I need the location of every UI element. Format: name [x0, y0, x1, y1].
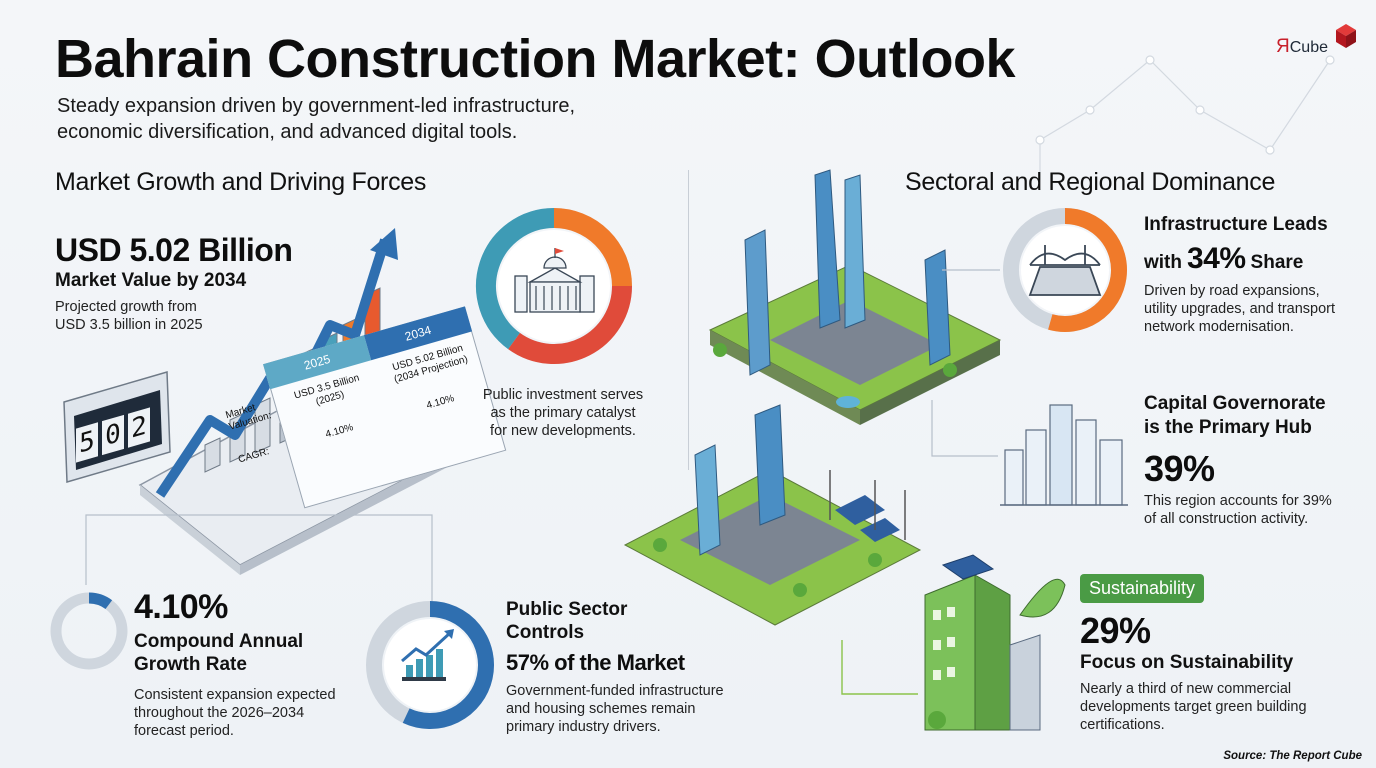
- section-title-growth: Market Growth and Driving Forces: [55, 168, 427, 196]
- connector-lines: [942, 269, 1000, 271]
- public-sector-donut: [366, 601, 494, 729]
- odometer-digit: 2: [128, 407, 150, 448]
- capital-desc: This region accounts for 39% of all cons…: [1144, 493, 1332, 527]
- cagr-desc: Consistent expansion expected throughout…: [134, 687, 336, 739]
- odometer-widget: 5 0 2: [62, 371, 172, 483]
- connector-lines: [85, 514, 433, 605]
- infra-share-line: with 34% Share: [1144, 242, 1303, 276]
- city-illustration: [623, 169, 1002, 626]
- infra-desc: Driven by road expansions, utility upgra…: [1144, 283, 1336, 335]
- market-value-label: Market Value by 2034: [55, 270, 247, 291]
- public-sector-desc: Government-funded infrastructure and hou…: [506, 683, 724, 735]
- infra-title: Infrastructure Leads: [1144, 214, 1328, 235]
- section-title-dominance: Sectoral and Regional Dominance: [905, 168, 1276, 196]
- connector-lines: [931, 400, 998, 457]
- growth-chart-icon: [401, 629, 454, 681]
- page-subtitle: Steady expansion driven by government-le…: [57, 95, 576, 143]
- infra-share: Share: [1250, 252, 1304, 273]
- table-row-cagr-label: CAGR:: [237, 446, 271, 466]
- table-row-valuation-label: Market Valuation:: [224, 402, 273, 433]
- page-title: Bahrain Construction Market: Outlook: [55, 29, 1016, 89]
- public-sector-value: 57% of the Market: [506, 650, 685, 675]
- odometer-digit: 0: [102, 414, 124, 456]
- infra-with: with: [1144, 252, 1182, 273]
- section-divider: [688, 170, 689, 470]
- cagr-value: 4.10%: [134, 588, 228, 626]
- market-value: USD 5.02 Billion: [55, 232, 293, 268]
- city-skyline-icon: [1000, 404, 1128, 506]
- odometer-digit: 5: [76, 422, 98, 463]
- capital-value: 39%: [1144, 448, 1215, 489]
- public-sector-title: Public Sector Controls: [506, 599, 628, 643]
- sustainability-badge: Sustainability: [1080, 574, 1205, 603]
- infrastructure-donut: [1003, 208, 1127, 332]
- cube-logo-icon: [1336, 24, 1356, 48]
- source-footer: Source: The Report Cube: [1223, 750, 1362, 762]
- government-building-icon: [514, 248, 595, 313]
- brand-logo: ЯCube: [1274, 20, 1364, 60]
- capital-title: Capital Governorate is the Primary Hub: [1144, 393, 1326, 438]
- connector-lines: [841, 640, 918, 695]
- public-investment-desc: Public investment serves as the primary …: [482, 387, 644, 439]
- infra-value: 34%: [1187, 242, 1246, 275]
- sustainability-label: Focus on Sustainability: [1080, 652, 1294, 673]
- logo-r: Я: [1276, 36, 1290, 57]
- bridge-icon: [1028, 245, 1102, 296]
- market-value-desc: Projected growth from USD 3.5 billion in…: [55, 299, 203, 333]
- cagr-donut: [50, 592, 128, 670]
- logo-cube: Cube: [1289, 39, 1328, 56]
- sustainability-desc: Nearly a third of new commercial develop…: [1080, 681, 1307, 733]
- cagr-label: Compound Annual Growth Rate: [134, 631, 304, 675]
- green-building-icon: [924, 554, 1066, 731]
- leaf-icon: [1019, 578, 1066, 618]
- sustainability-value: 29%: [1080, 610, 1151, 651]
